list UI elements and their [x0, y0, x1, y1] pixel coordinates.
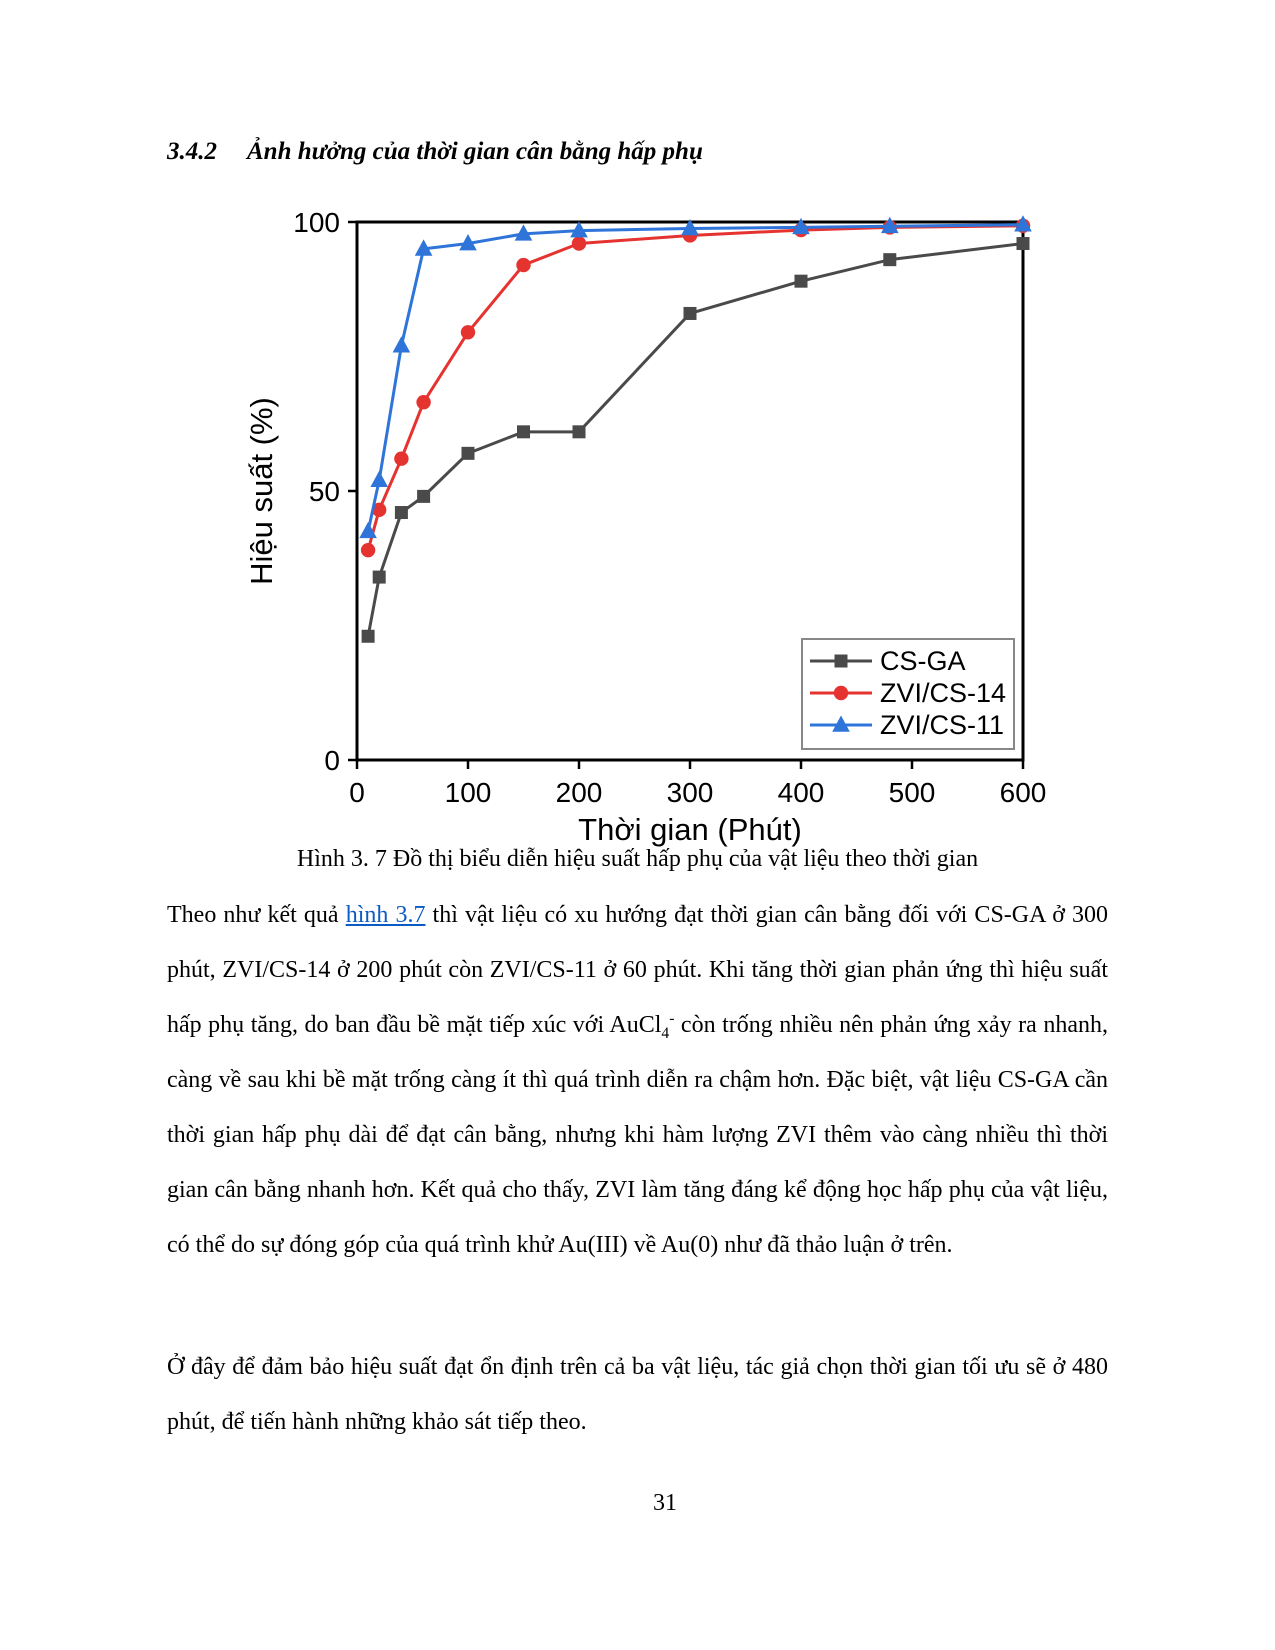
chart-axis-ticks: 0 100 200 300 400 500 600 0 50 100: [293, 207, 1046, 808]
para1-text-end: còn trống nhiều nên phản ứng xảy ra nhan…: [167, 1012, 1109, 1258]
svg-text:400: 400: [778, 777, 825, 808]
svg-text:CS-GA: CS-GA: [880, 646, 966, 676]
para1-text-mid: thì vật liệu có xu hướng đạt thời gian c…: [167, 902, 1109, 1038]
section-number: 3.4.2: [167, 138, 217, 165]
y-axis-title: Hiệu suất (%): [244, 397, 279, 585]
svg-text:500: 500: [889, 777, 936, 808]
chart-series-lines: [359, 215, 1032, 643]
aucl4-formula: AuCl4-: [609, 1010, 675, 1041]
svg-text:0: 0: [324, 745, 340, 776]
svg-text:100: 100: [293, 207, 340, 238]
paragraph-conclusion: Ở đây để đảm bảo hiệu suất đạt ổn định t…: [167, 1354, 1108, 1435]
section-heading: 3.4.2 Ảnh hưởng của thời gian cân bằng hấ…: [167, 138, 703, 166]
svg-text:600: 600: [1000, 777, 1047, 808]
svg-text:200: 200: [556, 777, 603, 808]
page-number: 31: [653, 1490, 677, 1516]
svg-text:ZVI/CS-14: ZVI/CS-14: [880, 678, 1006, 708]
adsorption-time-chart: 0 100 200 300 400 500 600 0 50 100 CS-GAZVI/CS-14…: [244, 207, 1046, 847]
formula-superscript: -: [669, 1010, 675, 1027]
section-title: Ảnh hưởng của thời gian cân bằng hấp phụ: [247, 138, 703, 165]
para1-text-start: Theo như kết quả: [167, 902, 346, 928]
svg-text:300: 300: [667, 777, 714, 808]
figure-caption: Hình 3. 7 Đồ thị biểu diễn hiệu suất hấp…: [296, 846, 979, 872]
svg-text:100: 100: [445, 777, 492, 808]
svg-text:50: 50: [309, 476, 340, 507]
formula-subscript: 4: [661, 1024, 670, 1042]
chart-frame: [355, 220, 1025, 762]
paragraph-results: Theo như kết quả hình 3.7 thì vật liệu c…: [167, 888, 1108, 1273]
x-axis-title: Thời gian (Phút): [578, 812, 802, 847]
svg-text:0: 0: [349, 777, 365, 808]
figure-3-7-link[interactable]: hình 3.7: [345, 902, 426, 928]
formula-base: AuCl: [609, 1012, 662, 1038]
svg-text:ZVI/CS-11: ZVI/CS-11: [880, 710, 1004, 740]
